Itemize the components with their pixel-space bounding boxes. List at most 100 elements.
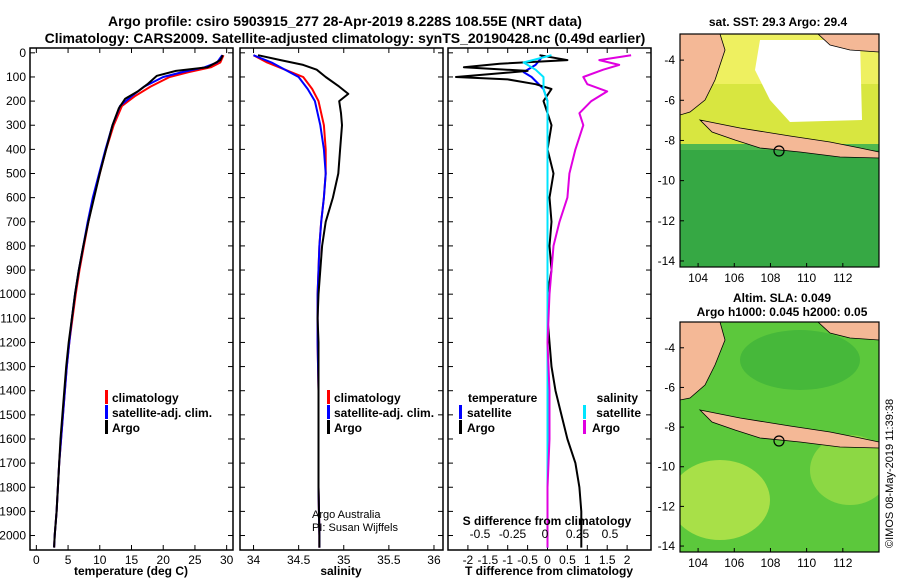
depth-tick-label: 1100 — [0, 311, 26, 325]
legend-temp-title: temperature — [468, 391, 538, 405]
depth-tick-label: 1700 — [0, 456, 26, 470]
x-tick-label: 0.5 — [559, 553, 576, 567]
x-tick-label: 0 — [33, 553, 40, 567]
series-line-argo — [53, 54, 224, 548]
temperature-layer: 0 5 10 15 20 25 30 — [33, 48, 234, 567]
depth-tick-label: 700 — [6, 215, 26, 229]
map2-title2: Argo h1000: 0.045 h2000: 0.05 — [697, 305, 868, 319]
temperature-xlabel: temperature (deg C) — [74, 564, 188, 578]
s-difference-ticks: -0.5 -0.25 0 0.25 0.5 — [470, 527, 619, 541]
legend-swatch-temp-satellite — [459, 405, 462, 419]
depth-axis: 0 100 200 300 400 500 600 700 800 900 1000 1100 1200… — [0, 46, 651, 543]
series-line-temperature-satellite — [522, 54, 549, 548]
temperature-legend: climatology satellite-adj. clim. Argo — [105, 390, 212, 435]
s-tick-label: -0.5 — [470, 527, 491, 541]
x-tick-label: 20 — [157, 553, 171, 567]
map-lat-label: -12 — [658, 499, 676, 513]
x-tick-label: 10 — [93, 553, 107, 567]
series-line-salinity-argo — [546, 54, 632, 548]
map-lon-label: 110 — [797, 556, 816, 570]
sla-high-zone — [680, 460, 770, 540]
difference-xlabel: T difference from climatology — [465, 564, 633, 578]
map2-axes: 104 106 108 110 112 -4 -6 -8 -10 -12 -14 — [658, 341, 853, 570]
title-line2: Climatology: CARS2009. Satellite-adjuste… — [45, 30, 646, 46]
depth-tick-label: 800 — [6, 239, 26, 253]
depth-tick-label: 1400 — [0, 384, 26, 398]
sla-map — [679, 321, 880, 553]
x-tick-label: 35.5 — [377, 553, 401, 567]
s-difference-title: S difference from climatology — [463, 514, 632, 528]
argo-position-marker — [773, 435, 785, 447]
x-tick-label: -2 — [463, 553, 474, 567]
series-line-climatology — [253, 54, 327, 548]
title-line1: Argo profile: csiro 5903915_277 28-Apr-2… — [108, 13, 582, 29]
s-tick-label: -0.25 — [499, 527, 527, 541]
legend-climatology: climatology — [334, 391, 401, 405]
map-lat-label: -4 — [664, 53, 675, 67]
legend-swatch-satellite — [105, 405, 108, 419]
salinity-panel-frame — [239, 47, 444, 551]
x-tick-label: -1.5 — [477, 553, 498, 567]
series-line-satellite-adj-clim- — [253, 54, 327, 548]
depth-tick-label: 1600 — [0, 432, 26, 446]
x-tick-label: 0 — [544, 553, 551, 567]
sla-high-zone — [810, 435, 879, 505]
argo-position-marker — [773, 145, 785, 157]
x-tick-label: 5 — [65, 553, 72, 567]
series-line-salinity-satellite — [522, 54, 552, 548]
land-java — [698, 119, 879, 159]
s-tick-label: 0.5 — [602, 527, 619, 541]
legend-sal-title: salinity — [597, 391, 639, 405]
legend-climatology: climatology — [112, 391, 179, 405]
map-lon-label: 106 — [724, 271, 744, 285]
depth-tick-label: 1200 — [0, 335, 26, 349]
map-lat-label: -14 — [658, 254, 676, 268]
legend-argo: Argo — [334, 421, 362, 435]
map-lat-label: -12 — [658, 214, 676, 228]
sst-missing-data — [755, 40, 862, 122]
map-lon-label: 104 — [688, 556, 708, 570]
map-lat-label: -10 — [658, 460, 676, 474]
depth-tick-label: 600 — [6, 191, 26, 205]
map1-frame — [679, 33, 880, 268]
difference-legend: temperature satellite Argo salinity sate… — [459, 391, 641, 435]
x-tick-label: 15 — [125, 553, 139, 567]
credit-pi: PI: Susan Wijffels — [312, 522, 398, 534]
map-lat-label: -8 — [664, 133, 675, 147]
legend-sal-argo: Argo — [592, 421, 620, 435]
legend-satellite: satellite-adj. clim. — [112, 406, 212, 420]
s-tick-label: 0 — [542, 527, 549, 541]
map-lat-label: -14 — [658, 539, 676, 553]
legend-sal-satellite: satellite — [596, 406, 641, 420]
x-tick-label: 1 — [584, 553, 591, 567]
depth-tick-label: 300 — [6, 118, 26, 132]
legend-swatch-argo — [327, 420, 330, 434]
difference-layer: -2 -1.5 -1 -0.5 0 0.5 1 1.5 2 — [455, 48, 632, 567]
map-lon-label: 104 — [688, 271, 708, 285]
depth-tick-label: 2000 — [0, 529, 26, 543]
map2-frame — [679, 321, 880, 553]
series-line-temperature-argo — [455, 54, 583, 548]
imos-stamp: ©IMOS 08-May-2019 11:39:38 — [884, 399, 896, 548]
sst-map — [679, 33, 880, 268]
depth-tick-label: 900 — [6, 263, 26, 277]
legend-swatch-sal-satellite — [583, 405, 586, 419]
x-tick-label: -1 — [502, 553, 513, 567]
temperature-panel-frame — [29, 47, 234, 551]
legend-temp-satellite: satellite — [467, 406, 512, 420]
x-tick-label: 1.5 — [599, 553, 616, 567]
land-java — [698, 409, 879, 449]
depth-tick-label: 1800 — [0, 480, 26, 494]
depth-tick-label: 200 — [6, 94, 26, 108]
map-lat-label: -4 — [664, 341, 675, 355]
x-tick-label: 34.5 — [287, 553, 311, 567]
x-tick-label: 30 — [220, 553, 234, 567]
depth-tick-label: 100 — [6, 70, 26, 84]
legend-temp-argo: Argo — [467, 421, 495, 435]
land-borneo — [817, 322, 879, 341]
difference-panel-frame — [447, 47, 652, 551]
legend-swatch-temp-argo — [459, 420, 462, 434]
map-lat-label: -10 — [658, 174, 676, 188]
s-tick-label: 0.25 — [566, 527, 590, 541]
